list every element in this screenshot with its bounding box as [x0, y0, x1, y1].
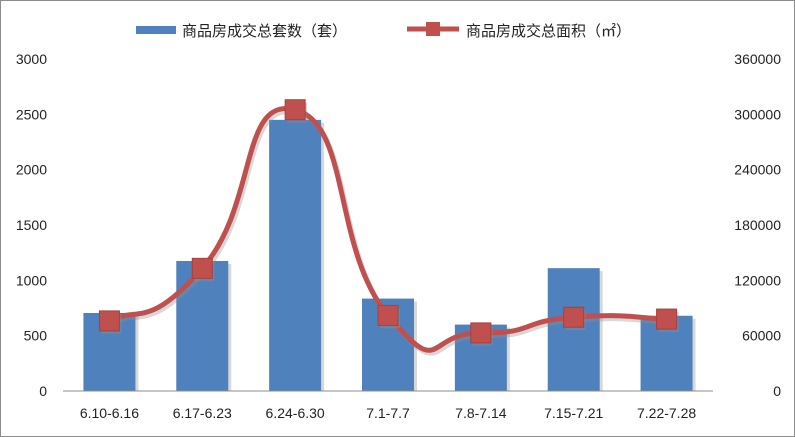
- line-marker: [377, 304, 399, 326]
- x-tick-label: 7.1-7.7: [366, 405, 410, 421]
- y-right-tick-label: 60000: [742, 328, 781, 344]
- x-tick-label: 6.24-6.30: [266, 405, 325, 421]
- y-right-tick-label: 0: [773, 383, 781, 399]
- y-left-tick-label: 2500: [16, 106, 47, 122]
- line-marker: [191, 257, 213, 279]
- line-marker: [284, 99, 306, 121]
- y-right-tick-label: 240000: [734, 162, 781, 178]
- left-axis-ticks: 0 500 1000 1500 2000 2500 3000: [16, 51, 47, 399]
- x-tick-label: 7.22-7.28: [637, 405, 696, 421]
- y-left-tick-label: 1000: [16, 272, 47, 288]
- bar-series: [83, 119, 696, 391]
- legend: 商品房成交总套数（套） 商品房成交总面积（㎡）: [136, 22, 631, 40]
- y-left-tick-label: 500: [24, 328, 48, 344]
- right-axis-ticks: 0 60000 120000 180000 240000 300000 360000: [734, 51, 781, 399]
- legend-swatch-bar: [136, 26, 176, 34]
- bar: [176, 260, 229, 391]
- line-marker: [563, 306, 585, 328]
- y-right-tick-label: 120000: [734, 272, 781, 288]
- line-marker: [98, 310, 120, 332]
- bar: [547, 268, 600, 391]
- y-left-tick-label: 3000: [16, 51, 47, 67]
- x-tick-label: 6.17-6.23: [173, 405, 232, 421]
- x-tick-label: 6.10-6.16: [80, 405, 139, 421]
- y-left-tick-label: 0: [39, 383, 47, 399]
- y-left-tick-label: 2000: [16, 162, 47, 178]
- line-marker: [656, 308, 678, 330]
- x-tick-label: 7.15-7.21: [544, 405, 603, 421]
- y-right-tick-label: 300000: [734, 106, 781, 122]
- legend-swatch-marker: [426, 22, 440, 36]
- x-tick-label: 7.8-7.14: [455, 405, 507, 421]
- line-series: [98, 99, 679, 356]
- x-axis-ticks: 6.10-6.16 6.17-6.23 6.24-6.30 7.1-7.7 7.8-7.…: [80, 405, 697, 421]
- legend-label-bar: 商品房成交总套数（套）: [182, 22, 347, 40]
- legend-label-line: 商品房成交总面积（㎡）: [466, 22, 631, 40]
- y-left-tick-label: 1500: [16, 217, 47, 233]
- y-right-tick-label: 360000: [734, 51, 781, 67]
- bar: [269, 119, 322, 391]
- line-marker: [470, 322, 492, 344]
- y-right-tick-label: 180000: [734, 217, 781, 233]
